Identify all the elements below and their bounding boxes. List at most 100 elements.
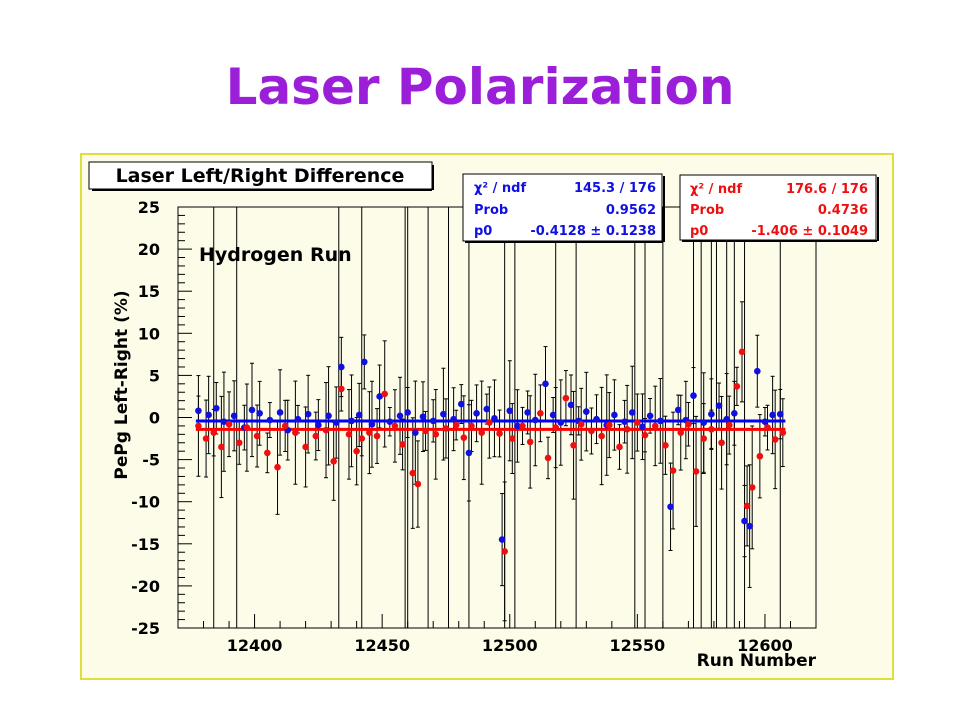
data-point-red [570, 441, 577, 449]
data-point-blue [583, 408, 590, 415]
x-tick-label: 12550 [610, 636, 666, 655]
stats-blue-prob-value: 0.9562 [606, 203, 656, 218]
data-point-blue [690, 392, 697, 399]
chart-title-box: Laser Left/Right Difference [88, 161, 434, 191]
data-point-blue [220, 418, 228, 426]
y-tick-label: 10 [138, 324, 160, 343]
data-point-blue [491, 415, 498, 422]
y-tick-label: 15 [138, 282, 160, 301]
data-point-red [381, 390, 389, 398]
data-point-blue [429, 417, 437, 425]
data-point-blue [205, 411, 212, 419]
data-point-blue [628, 409, 636, 416]
data-point-red [353, 447, 360, 455]
data-point-blue [212, 404, 220, 412]
data-point-blue [368, 420, 376, 428]
data-point-red [330, 457, 337, 465]
data-point-red [623, 425, 631, 433]
data-point-blue [708, 410, 715, 418]
plot-canvas: Laser Left/Right Difference Hydrogen Run… [80, 153, 894, 680]
data-point-red [414, 480, 422, 488]
data-point-red [526, 438, 534, 446]
data-point-red [537, 409, 544, 417]
data-point-blue [667, 503, 674, 511]
data-point-red [468, 422, 475, 430]
data-point-red [725, 421, 733, 429]
data-point-red [651, 422, 659, 430]
data-point-blue [465, 449, 473, 457]
data-point-red [738, 348, 746, 356]
data-point-red [442, 425, 450, 432]
data-point-red [358, 435, 366, 442]
data-point-red [274, 463, 281, 471]
data-point-red [452, 421, 460, 429]
data-point-red [577, 420, 585, 428]
x-tick-label: 12500 [482, 636, 538, 655]
data-point-red [718, 439, 725, 447]
data-point-blue [542, 380, 549, 388]
data-point-blue [457, 400, 465, 408]
stats-red-p0-label: p0 [690, 224, 708, 239]
data-point-red [432, 431, 440, 438]
data-point-blue [404, 409, 411, 416]
data-point-blue [524, 409, 531, 416]
data-point-blue [567, 401, 575, 409]
data-point-red [225, 420, 233, 428]
stats-blue-chi2-label: χ² / ndf [474, 181, 526, 196]
data-point-red [422, 427, 429, 435]
data-point-red [641, 431, 649, 439]
data-point-blue [731, 409, 738, 417]
data-point-blue [715, 402, 723, 410]
data-point-red [253, 432, 261, 440]
data-point-red [733, 383, 741, 390]
y-tick-label: 25 [138, 198, 160, 217]
data-point-blue [621, 418, 628, 426]
data-point-red [544, 454, 552, 462]
x-tick-label: 12450 [354, 636, 410, 655]
stats-box-red: χ² / ndf 176.6 / 176 Prob 0.4736 p0 -1.4… [679, 174, 879, 242]
data-point-red [685, 420, 692, 428]
x-axis-label: Run Number [697, 651, 817, 671]
data-point-red [700, 435, 708, 442]
stats-blue-prob-label: Prob [474, 203, 508, 218]
data-point-blue [769, 411, 776, 419]
data-point-red [501, 548, 508, 555]
data-point-red [345, 431, 353, 438]
data-point-blue [386, 418, 394, 426]
data-point-blue [761, 418, 769, 426]
x-tick-label: 12400 [227, 636, 283, 655]
y-tick-label: 20 [138, 240, 160, 259]
data-point-red [264, 449, 271, 457]
data-point-blue [646, 412, 654, 420]
data-point-blue [412, 429, 419, 436]
data-point-blue [674, 406, 682, 414]
data-point-blue [195, 407, 202, 415]
data-point-red [302, 443, 309, 451]
data-point-red [292, 429, 299, 436]
data-point-red [373, 432, 381, 440]
stats-blue-p0-label: p0 [474, 224, 492, 239]
data-point-red [312, 432, 320, 440]
outlier-lines [213, 207, 781, 628]
x-tick-label: 12600 [737, 636, 793, 655]
y-tick-label: 5 [149, 366, 160, 385]
data-point-red [634, 419, 641, 426]
data-point-blue [611, 411, 618, 419]
stats-red-p0-value: -1.406 ± 0.1049 [751, 224, 868, 239]
data-point-red [598, 432, 605, 440]
y-tick-label: -5 [142, 451, 160, 470]
data-point-blue [360, 358, 368, 366]
chart-title: Laser Left/Right Difference [116, 165, 405, 187]
data-point-blue [338, 363, 345, 371]
data-point-blue [746, 522, 753, 530]
data-point-red [605, 421, 613, 429]
data-point-red [391, 422, 399, 430]
data-point-red [366, 429, 373, 436]
data-point-red [764, 424, 771, 431]
data-point-red [509, 435, 516, 442]
axis-ticks: 25 20 15 10 5 0 -5 -10 -15 -20 -25 12400 12450 12500 1… [131, 198, 793, 655]
data-point-red [748, 484, 756, 491]
data-point-red [562, 394, 570, 402]
data-point-blue [593, 415, 600, 423]
data-point-blue [723, 415, 730, 423]
